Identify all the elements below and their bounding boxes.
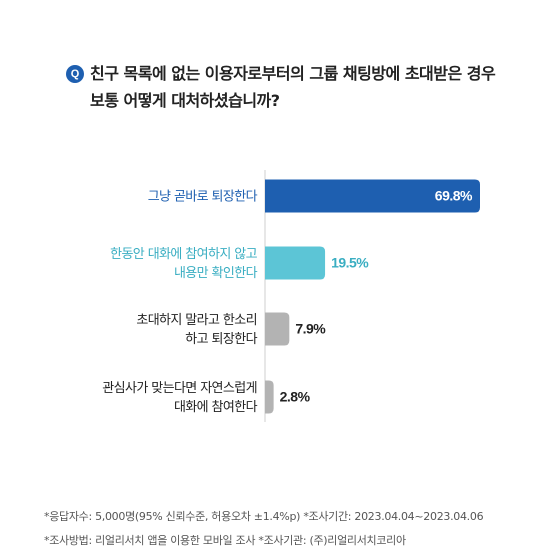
category-label-3-line-1: 초대하지 말라고 한소리 bbox=[136, 313, 257, 328]
question-badge-icon: Q bbox=[66, 65, 84, 83]
category-label-1-line-1: 그냥 곧바로 퇴장한다 bbox=[148, 190, 258, 205]
category-label-4-line-2: 대화에 참여한다 bbox=[174, 400, 258, 415]
category-label-3-line-2: 하고 퇴장한다 bbox=[185, 332, 257, 347]
bar-value-label-2: 19.5% bbox=[331, 255, 369, 271]
category-label-2-line-2: 내용만 확인한다 bbox=[174, 266, 258, 281]
question-title: 친구 목록에 없는 이용자로부터의 그룹 채팅방에 초대받은 경우 보통 어떻게… bbox=[90, 60, 536, 114]
bar-1 bbox=[265, 179, 480, 213]
question-block: Q 친구 목록에 없는 이용자로부터의 그룹 채팅방에 초대받은 경우 보통 어… bbox=[66, 60, 536, 114]
bar-4 bbox=[265, 380, 274, 414]
category-label-4-line-1: 관심사가 맞는다면 자연스럽게 bbox=[102, 381, 257, 396]
bar-2 bbox=[265, 246, 326, 280]
category-label-2-line-1: 한동안 대화에 참여하지 않고 bbox=[110, 247, 258, 262]
footnote-2: *조사방법: 리얼리서치 앱을 이용한 모바일 조사 *조사기관: (주)리얼리… bbox=[44, 534, 406, 547]
bar-value-label-3: 7.9% bbox=[295, 321, 326, 337]
bar-3 bbox=[265, 312, 290, 346]
bar-value-label-1: 69.8% bbox=[435, 188, 473, 204]
question-line-2: 보통 어떻게 대처하셨습니까? bbox=[90, 91, 280, 110]
bar-value-label-4: 2.8% bbox=[280, 389, 311, 405]
footnote-1: *응답자수: 5,000명(95% 신뢰수준, 허용오차 ±1.4%p) *조사… bbox=[44, 510, 484, 523]
question-line-1: 친구 목록에 없는 이용자로부터의 그룹 채팅방에 초대받은 경우 bbox=[90, 64, 496, 83]
